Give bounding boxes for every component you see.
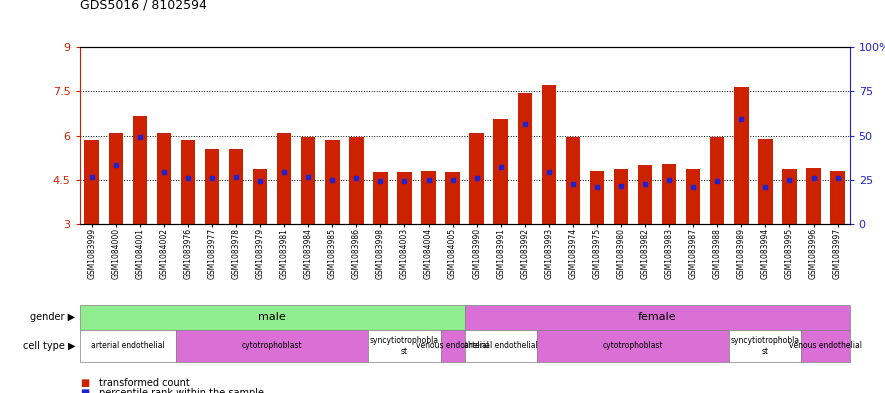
Bar	[686, 169, 700, 224]
Text: syncytiotrophobla
st: syncytiotrophobla st	[731, 336, 800, 356]
Text: arterial endothelial: arterial endothelial	[464, 342, 537, 350]
Text: cell type ▶: cell type ▶	[23, 341, 75, 351]
Bar	[349, 137, 364, 224]
Bar	[204, 149, 219, 224]
Bar	[782, 169, 796, 224]
Bar	[614, 169, 628, 224]
Bar	[494, 119, 508, 224]
Bar	[397, 173, 412, 224]
Bar	[445, 173, 460, 224]
Bar	[806, 168, 820, 224]
Text: ■: ■	[80, 378, 88, 388]
Bar	[181, 140, 195, 224]
Bar	[84, 140, 99, 224]
Bar	[710, 137, 725, 224]
Text: GDS5016 / 8102594: GDS5016 / 8102594	[80, 0, 206, 12]
Text: venous endothelial: venous endothelial	[789, 342, 862, 350]
Text: syncytiotrophobla
st: syncytiotrophobla st	[370, 336, 439, 356]
Bar	[662, 163, 676, 224]
Text: male: male	[258, 312, 286, 322]
Text: female: female	[638, 312, 676, 322]
Bar	[542, 86, 556, 224]
Text: cytotrophoblast: cytotrophoblast	[603, 342, 664, 350]
Bar	[373, 173, 388, 224]
Text: percentile rank within the sample: percentile rank within the sample	[99, 388, 264, 393]
Bar	[157, 133, 171, 224]
Text: gender ▶: gender ▶	[30, 312, 75, 322]
Bar	[253, 169, 267, 224]
Bar	[469, 133, 484, 224]
Bar	[277, 133, 291, 224]
Bar	[301, 137, 315, 224]
Text: venous endothelial: venous endothelial	[416, 342, 489, 350]
Bar	[566, 137, 581, 224]
Text: ■: ■	[80, 388, 88, 393]
Bar	[830, 171, 845, 224]
Bar	[518, 93, 532, 224]
Bar	[589, 171, 604, 224]
Bar	[109, 133, 123, 224]
Bar	[325, 140, 340, 224]
Text: arterial endothelial: arterial endothelial	[91, 342, 165, 350]
Bar	[735, 87, 749, 224]
Bar	[133, 116, 147, 224]
Text: cytotrophoblast: cytotrophoblast	[242, 342, 303, 350]
Text: transformed count: transformed count	[99, 378, 190, 388]
Bar	[421, 171, 435, 224]
Bar	[758, 138, 773, 224]
Bar	[638, 165, 652, 224]
Bar	[229, 149, 243, 224]
